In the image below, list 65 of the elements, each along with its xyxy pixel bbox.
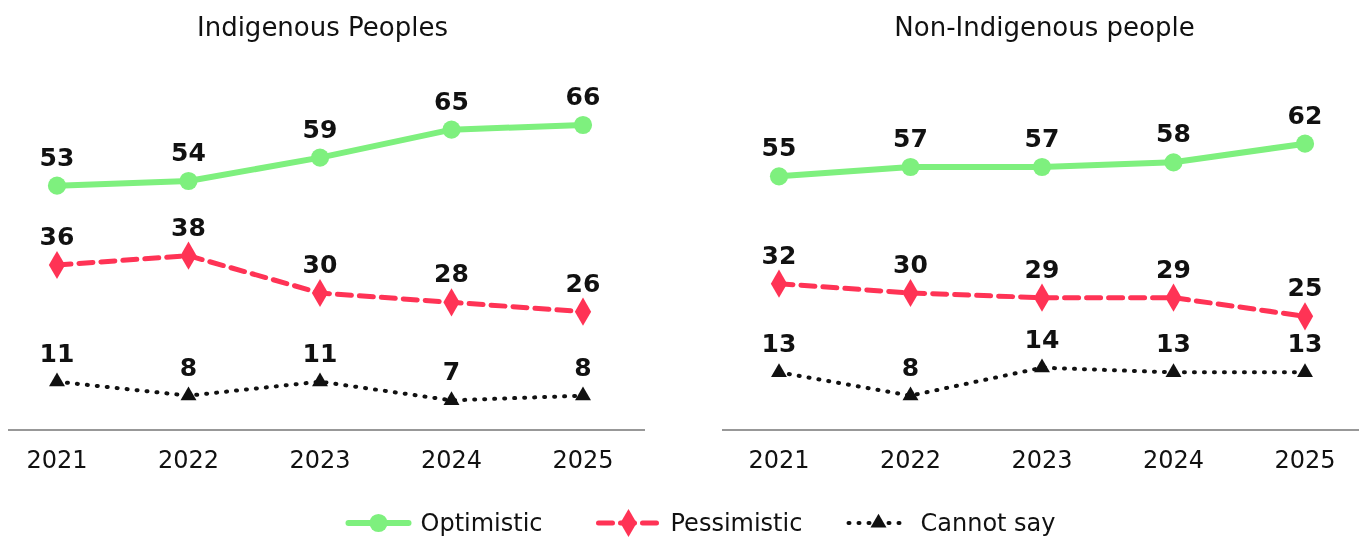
x-tick-label: 2025 xyxy=(1274,446,1336,474)
point xyxy=(179,171,198,191)
point xyxy=(47,176,67,195)
data-label: 26 xyxy=(565,268,601,298)
data-label: 57 xyxy=(1024,124,1060,153)
point xyxy=(575,386,591,401)
point xyxy=(310,148,330,167)
data-label: 7 xyxy=(442,357,461,387)
data-label: 14 xyxy=(1024,324,1060,354)
data-label: 25 xyxy=(1287,273,1323,303)
data-label: 13 xyxy=(1156,329,1191,359)
data-label: 30 xyxy=(893,250,928,279)
point xyxy=(312,372,328,387)
point xyxy=(1165,363,1182,377)
point xyxy=(769,167,789,186)
data-label: 66 xyxy=(565,82,601,111)
data-label: 30 xyxy=(302,250,338,279)
legend-label: Optimistic xyxy=(420,509,543,537)
point xyxy=(1034,358,1050,373)
x-tick-label: 2023 xyxy=(289,446,351,474)
data-label: 11 xyxy=(302,338,338,368)
point xyxy=(1032,157,1052,177)
point xyxy=(1164,153,1183,172)
point xyxy=(1295,134,1315,153)
data-label: 58 xyxy=(1156,119,1191,149)
data-label: 8 xyxy=(179,352,198,382)
data-label: 13 xyxy=(1287,329,1323,359)
data-label: 54 xyxy=(171,138,206,167)
data-label: 53 xyxy=(39,142,75,172)
chart-title: Non-Indigenous people xyxy=(894,12,1195,42)
x-tick-label: 2021 xyxy=(26,446,88,474)
point xyxy=(443,391,460,405)
data-label: 65 xyxy=(434,86,469,116)
data-label: 11 xyxy=(39,338,75,368)
data-label: 55 xyxy=(761,133,797,163)
data-label: 36 xyxy=(39,222,75,251)
data-label: 62 xyxy=(1287,100,1323,130)
point xyxy=(442,120,461,139)
point xyxy=(902,386,919,401)
x-tick-label: 2025 xyxy=(552,446,614,474)
legend-label: Pessimistic xyxy=(670,509,803,537)
x-tick-label: 2024 xyxy=(1142,446,1205,474)
data-label: 8 xyxy=(901,352,920,382)
data-label: 13 xyxy=(761,329,797,359)
data-label: 59 xyxy=(302,114,338,144)
x-tick-label: 2023 xyxy=(1011,446,1073,474)
legend-label: Cannot say xyxy=(920,509,1056,537)
data-label: 57 xyxy=(893,124,928,153)
data-label: 29 xyxy=(1156,254,1191,284)
data-label: 29 xyxy=(1024,254,1060,284)
point xyxy=(49,372,65,387)
x-tick-label: 2021 xyxy=(748,446,810,474)
x-tick-label: 2022 xyxy=(157,446,220,474)
data-label: 8 xyxy=(574,352,592,382)
point xyxy=(901,157,920,177)
point xyxy=(180,386,197,401)
point xyxy=(771,363,787,377)
point xyxy=(1297,363,1313,377)
x-tick-label: 2022 xyxy=(879,446,942,474)
point xyxy=(573,115,593,135)
x-tick-label: 2024 xyxy=(420,446,483,474)
data-label: 38 xyxy=(171,212,206,242)
data-label: 28 xyxy=(434,259,469,289)
chart-title: Indigenous Peoples xyxy=(197,12,448,42)
data-label: 32 xyxy=(761,240,797,270)
